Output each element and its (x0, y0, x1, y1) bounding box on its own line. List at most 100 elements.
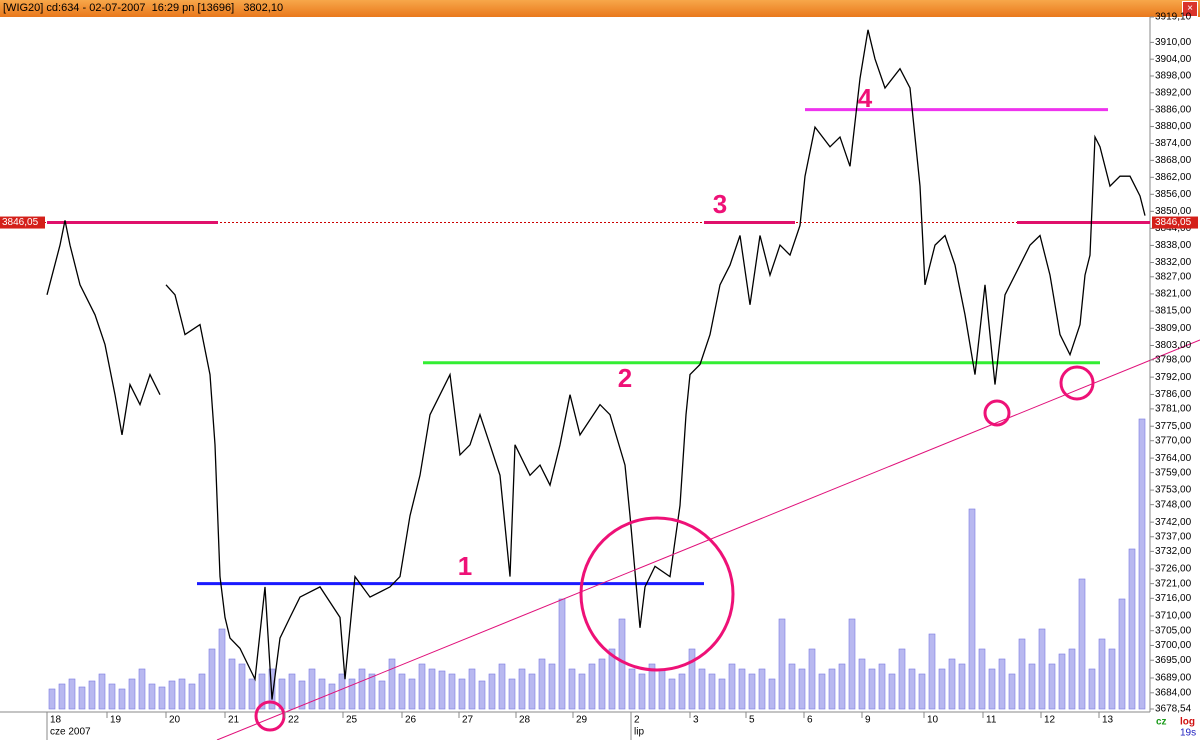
volume-bar (568, 668, 576, 710)
volume-bar (848, 618, 856, 710)
volume-bar (678, 673, 686, 710)
status-text: cz (1156, 717, 1167, 728)
volume-bar (438, 670, 446, 710)
volume-bar (988, 668, 996, 710)
volume-bar (1098, 638, 1106, 710)
volume-bar (498, 663, 506, 710)
volume-bar (148, 683, 156, 710)
status-text: log (1180, 717, 1195, 728)
y-tick-label: 3792,00 (1155, 372, 1192, 383)
volume-bar (488, 673, 496, 710)
volume-bar (178, 678, 186, 710)
x-tick-label: 5 (749, 715, 755, 726)
volume-bar (508, 678, 516, 710)
circle (254, 700, 286, 732)
volume-bar (358, 668, 366, 710)
x-tick-label: 21 (228, 715, 240, 726)
volume-bar (1038, 628, 1046, 710)
y-tick-label: 3821,00 (1155, 289, 1192, 300)
y-tick-label: 3850,00 (1155, 206, 1192, 217)
y-tick-label: 3705,00 (1155, 625, 1192, 636)
y-tick-label: 3695,00 (1155, 655, 1192, 666)
volume-bar (528, 673, 536, 710)
volume-bar (328, 683, 336, 710)
volume-bar (408, 678, 416, 710)
y-tick-label: 3742,00 (1155, 517, 1192, 528)
volume-bar (1028, 663, 1036, 710)
annotation: 3 (713, 189, 727, 219)
volume-bar (448, 673, 456, 710)
x-tick-label: 26 (405, 715, 417, 726)
volume-bar (768, 678, 776, 710)
volume-bar (828, 668, 836, 710)
y-tick-label: 3809,00 (1155, 323, 1192, 334)
month-label: lip (634, 727, 644, 738)
volume-bar (708, 673, 716, 710)
y-tick-label: 3904,00 (1155, 54, 1192, 65)
close-button[interactable]: × (1182, 1, 1198, 17)
volume-bar (398, 673, 406, 710)
volume-bar (1018, 638, 1026, 710)
y-tick-label: 3781,00 (1155, 404, 1192, 415)
y-tick-label: 3832,00 (1155, 257, 1192, 268)
x-tick-label: 3 (693, 715, 699, 726)
volume-bar (158, 686, 166, 710)
volume-bar (608, 648, 616, 710)
price-line (46, 29, 1146, 700)
volume-group (48, 418, 1146, 710)
volume-bar (858, 658, 866, 710)
volume-bar (1048, 663, 1056, 710)
volume-bar (478, 680, 486, 710)
annotation: 2 (618, 363, 632, 393)
volume-bar (778, 618, 786, 710)
y-tick-label: 3892,00 (1155, 87, 1192, 98)
volume-bar (788, 663, 796, 710)
circle (983, 399, 1011, 427)
volume-bar (68, 678, 76, 710)
y-tick-label: 3759,00 (1155, 467, 1192, 478)
volume-bar (728, 663, 736, 710)
title-text: [WIG20] cd:634 - 02-07-2007 16:29 pn [13… (3, 2, 284, 14)
x-tick-label: 29 (576, 715, 588, 726)
y-tick-label: 3748,00 (1155, 499, 1192, 510)
y-tick-label: 3764,00 (1155, 453, 1192, 464)
volume-bar (208, 648, 216, 710)
volume-bar (958, 663, 966, 710)
volume-bar (538, 658, 546, 710)
volume-bar (518, 668, 526, 710)
x-tick-label: 25 (346, 715, 358, 726)
y-tick-label: 3689,00 (1155, 673, 1192, 684)
volume-bar (1088, 668, 1096, 710)
volume-bar (108, 683, 116, 710)
volume-bar (688, 648, 696, 710)
background (0, 17, 1200, 740)
y-tick-label: 3753,00 (1155, 485, 1192, 496)
volume-bar (348, 678, 356, 710)
x-tick-label: 11 (986, 715, 997, 726)
volume-bar (188, 683, 196, 710)
y-tick-label: 3838,00 (1155, 240, 1192, 251)
y-tick-label: 3886,00 (1155, 104, 1192, 115)
volume-bar (338, 673, 346, 710)
volume-bar (748, 673, 756, 710)
volume-bar (248, 678, 256, 710)
volume-bar (548, 663, 556, 710)
y-tick-label: 3721,00 (1155, 578, 1192, 589)
volume-bar (1068, 648, 1076, 710)
y-tick-label: 3786,00 (1155, 389, 1192, 400)
volume-bar (1118, 598, 1126, 710)
volume-bar (418, 663, 426, 710)
x-tick-label: 20 (169, 715, 181, 726)
volume-bar (888, 673, 896, 710)
volume-bar (868, 668, 876, 710)
volume-bar (318, 678, 326, 710)
volume-bar (638, 673, 646, 710)
y-tick-label: 3910,00 (1155, 37, 1192, 48)
volume-bar (658, 668, 666, 710)
volume-bar (948, 658, 956, 710)
volume-bar (218, 628, 226, 710)
volume-bar (258, 673, 266, 710)
y-tick-label: 3732,00 (1155, 546, 1192, 557)
volume-bar (238, 663, 246, 710)
volume-bar (138, 668, 146, 710)
